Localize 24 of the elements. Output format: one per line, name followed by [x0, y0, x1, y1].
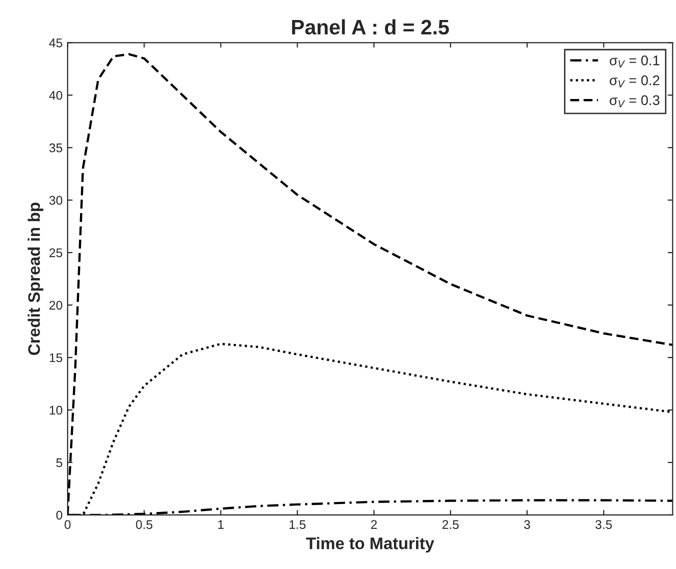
x-tick-label: 3 — [524, 520, 530, 529]
x-tick-label: 1 — [218, 520, 224, 529]
legend-label: σ$_{V}$ = 0.2 — [610, 75, 660, 88]
legend-label: σ$_{V}$ = 0.1 — [610, 56, 660, 68]
y-tick-label: 30 — [49, 196, 62, 205]
legend-label: σ$_{V}$ = 0.3 — [610, 95, 660, 108]
x-axis-title: Time to Maturity — [306, 537, 434, 553]
y-tick-label: 5 — [56, 458, 62, 468]
y-tick-label: 15 — [50, 353, 62, 362]
y-tick-label: 40 — [49, 90, 62, 100]
x-tick-label: 3.5 — [595, 520, 612, 529]
x-tick-label: 0.5 — [136, 520, 152, 529]
y-tick-label: 10 — [50, 406, 62, 415]
y-tick-label: 25 — [49, 248, 62, 258]
x-tick-label: 0 — [64, 520, 71, 529]
x-tick-label: 2 — [371, 520, 377, 529]
y-tick-label: 0 — [56, 510, 62, 520]
y-axis-title: Credit Spread in bp — [28, 202, 44, 355]
x-tick-label: 2.5 — [442, 520, 459, 529]
y-tick-label: 20 — [49, 300, 62, 310]
chart-title: Panel A : d = 2.5 — [292, 19, 449, 35]
x-tick-label: 1.5 — [290, 520, 306, 529]
y-tick-label: 35 — [49, 143, 62, 152]
y-tick-label: 45 — [49, 38, 62, 48]
